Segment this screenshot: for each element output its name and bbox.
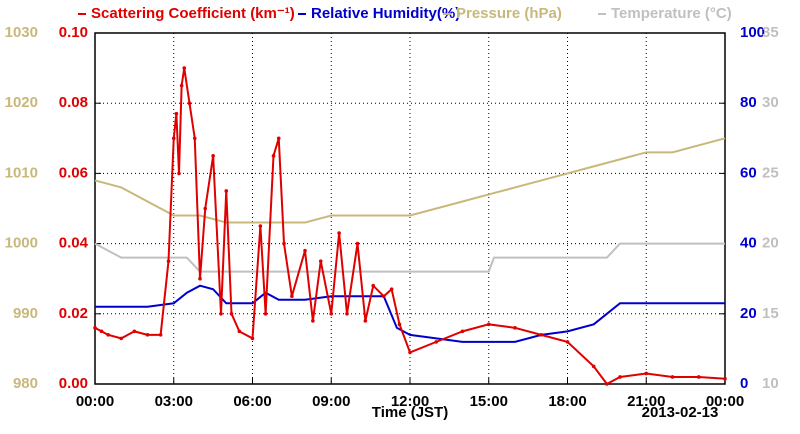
data-point — [271, 154, 276, 158]
y4-tick-label: 20 — [762, 235, 779, 252]
data-point — [198, 276, 202, 281]
data-point — [670, 375, 675, 379]
data-point — [192, 136, 197, 141]
y2-tick-label: 100 — [740, 24, 765, 41]
y4-tick-label: 10 — [762, 375, 779, 392]
data-point — [106, 333, 110, 337]
data-point — [119, 336, 124, 341]
data-point — [460, 329, 465, 334]
y2-tick-label: 60 — [740, 164, 757, 181]
data-point — [224, 189, 229, 193]
y-tick-label: 0.02 — [59, 305, 88, 322]
data-point — [93, 326, 97, 330]
y2-tick-label: 40 — [740, 235, 757, 252]
data-point — [486, 322, 491, 327]
data-point — [311, 319, 315, 323]
data-point — [203, 206, 208, 211]
data-point — [187, 101, 192, 105]
x-axis-label: Time (JST) — [372, 404, 448, 421]
x-tick-label: 03:00 — [155, 393, 193, 410]
data-point — [174, 111, 179, 116]
y4-tick-label: 30 — [762, 94, 779, 111]
data-point — [237, 329, 242, 334]
x-tick-label: 12:00 — [391, 393, 429, 410]
y2-tick-label: 20 — [740, 305, 757, 322]
data-point — [397, 322, 402, 327]
data-point — [158, 333, 163, 337]
data-point — [132, 329, 137, 334]
data-point — [263, 312, 268, 316]
data-point — [371, 283, 376, 288]
y-tick-label: 0.06 — [59, 164, 88, 181]
y-tick-label: 0.10 — [59, 24, 88, 41]
series-line — [94, 67, 726, 386]
y3-tick-label: 1010 — [5, 164, 38, 181]
data-point — [723, 376, 727, 381]
y2-tick-label: 0 — [740, 375, 748, 392]
data-point — [303, 248, 307, 253]
legend-label: Temperature (°C) — [611, 5, 732, 22]
data-point — [381, 294, 386, 299]
data-point — [539, 333, 544, 337]
data-point — [591, 364, 596, 369]
data-point — [250, 336, 255, 341]
data-point — [618, 375, 622, 379]
data-point — [363, 319, 368, 323]
y3-tick-label: 980 — [13, 375, 38, 392]
data-point — [329, 312, 334, 316]
x-tick-label: 15:00 — [470, 393, 508, 410]
x-tick-label: 00:00 — [706, 393, 744, 410]
data-point — [276, 136, 281, 141]
x-tick-label: 09:00 — [312, 393, 350, 410]
y3-tick-label: 1000 — [5, 235, 38, 252]
series-line — [94, 242, 725, 273]
data-point — [171, 136, 176, 141]
data-point — [182, 66, 187, 70]
x-tick-label: 00:00 — [76, 393, 114, 410]
data-point — [219, 312, 223, 316]
data-point — [337, 231, 341, 235]
data-point — [605, 382, 609, 386]
date-annotation: 2013-02-13 — [642, 404, 719, 421]
x-tick-label: 06:00 — [233, 393, 271, 410]
data-point — [211, 154, 215, 158]
data-point — [513, 326, 517, 330]
x-tick-label: 21:00 — [627, 393, 665, 410]
data-point — [644, 371, 649, 376]
y-tick-label: 0.00 — [59, 375, 88, 392]
y3-tick-label: 1030 — [5, 24, 38, 41]
data-point — [355, 241, 360, 246]
legend-label: Scattering Coefficient (km⁻¹) — [91, 5, 295, 22]
data-point — [290, 294, 294, 299]
legend-label: Pressure (hPa) — [456, 5, 562, 22]
data-point — [696, 375, 701, 379]
data-point — [565, 340, 570, 344]
data-point — [389, 287, 394, 292]
data-point — [282, 241, 286, 246]
data-point — [345, 312, 349, 316]
data-point — [434, 340, 439, 344]
legend-label: Relative Humidity(%) — [311, 5, 460, 22]
data-point — [229, 312, 234, 316]
y3-tick-label: 990 — [13, 305, 38, 322]
data-point — [99, 329, 104, 334]
y4-tick-label: 35 — [762, 24, 779, 41]
data-point — [318, 259, 323, 263]
series-line — [94, 137, 726, 224]
data-point — [258, 224, 263, 228]
data-point — [408, 350, 412, 355]
y-tick-label: 0.08 — [59, 94, 88, 111]
y-tick-label: 0.04 — [59, 235, 89, 252]
y2-tick-label: 80 — [740, 94, 757, 111]
data-point — [179, 83, 184, 88]
y4-tick-label: 25 — [762, 164, 779, 181]
y3-tick-label: 1020 — [5, 94, 38, 111]
data-point — [166, 259, 171, 263]
data-point — [177, 171, 181, 176]
x-tick-label: 18:00 — [548, 393, 586, 410]
data-point — [145, 333, 150, 337]
y4-tick-label: 15 — [762, 305, 779, 322]
